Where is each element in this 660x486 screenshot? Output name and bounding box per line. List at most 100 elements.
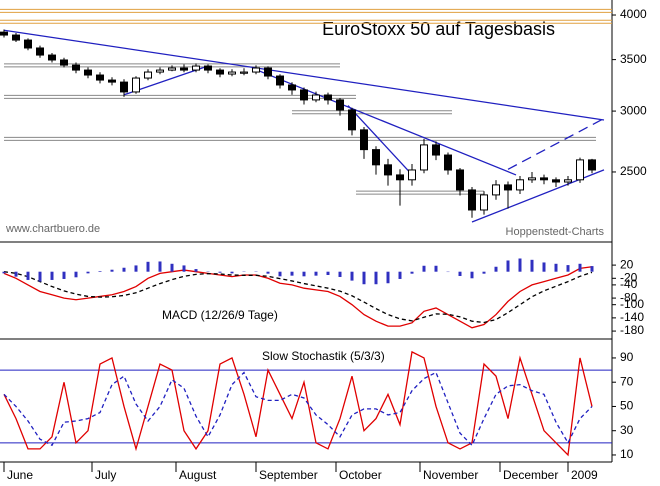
- histogram-bar: [38, 271, 42, 282]
- candle-body: [96, 74, 104, 81]
- candle-body: [588, 159, 596, 171]
- candle-body: [36, 47, 44, 56]
- histogram-bar: [314, 271, 318, 276]
- candle-body: [120, 81, 128, 93]
- trendline: [347, 105, 413, 176]
- watermark: www.chartbuero.de: [5, 223, 100, 235]
- candle-body: [144, 71, 152, 79]
- histogram-bar: [386, 271, 390, 284]
- histogram-bar: [590, 266, 594, 272]
- x-tick-label: November: [423, 468, 478, 482]
- x-tick-label: October: [339, 468, 382, 482]
- candle-body: [552, 179, 560, 183]
- line-signal: [3, 271, 593, 324]
- y-tick-label: 2500: [620, 164, 647, 178]
- histogram-bar: [218, 271, 222, 273]
- histogram-bar: [530, 259, 534, 272]
- candle-body: [456, 169, 464, 191]
- histogram-bar: [338, 271, 342, 277]
- y-tick-label: 20: [620, 257, 634, 271]
- y-tick-label: -80: [620, 290, 638, 304]
- x-tick-label: September: [259, 468, 318, 482]
- candle-body: [204, 65, 212, 71]
- histogram-bar: [290, 271, 294, 276]
- histogram-bar: [74, 271, 78, 278]
- candle-body: [504, 184, 512, 191]
- candle-body: [312, 94, 320, 101]
- histogram-bar: [422, 265, 426, 272]
- y-tick-label: 10: [620, 447, 634, 461]
- histogram-bar: [14, 271, 18, 277]
- histogram-bar: [350, 271, 354, 281]
- candle-body: [396, 174, 404, 181]
- candle-body: [180, 67, 188, 71]
- histogram-bar: [278, 271, 282, 277]
- x-tick-label: December: [503, 468, 558, 482]
- candle-body: [0, 31, 8, 36]
- candle-body: [492, 184, 500, 196]
- candle-body: [336, 99, 344, 111]
- x-tick-label: June: [7, 468, 33, 482]
- y-tick-label: 3000: [620, 103, 647, 117]
- histogram-bar: [86, 271, 90, 274]
- candle-body: [216, 69, 224, 75]
- y-tick-label: -140: [620, 310, 644, 324]
- candle-body: [540, 177, 548, 181]
- candle-body: [192, 65, 200, 71]
- y-tick-label: -100: [620, 297, 644, 311]
- histogram-bar: [518, 258, 522, 272]
- candle-body: [108, 79, 116, 83]
- histogram-bar: [2, 271, 6, 274]
- histogram-bar: [410, 271, 414, 274]
- candle-body: [12, 34, 20, 41]
- trendline: [507, 117, 605, 170]
- y-tick-label: -180: [620, 323, 644, 337]
- histogram-bar: [434, 265, 438, 272]
- candle-body: [156, 69, 164, 73]
- histogram-bar: [110, 269, 114, 272]
- candle-body: [288, 84, 296, 91]
- histogram-bar: [302, 271, 306, 277]
- candle-body: [468, 189, 476, 211]
- candle-body: [372, 149, 380, 166]
- line-d: [3, 371, 593, 447]
- histogram-bar: [578, 263, 582, 272]
- macd-title: MACD (12/26/9 Tage): [162, 308, 278, 322]
- histogram-bar: [326, 271, 330, 275]
- candle-body: [168, 67, 176, 71]
- histogram-bar: [506, 260, 510, 272]
- histogram-bar: [182, 265, 186, 272]
- histogram-bar: [134, 265, 138, 272]
- candle-body: [576, 159, 584, 181]
- candle-body: [384, 164, 392, 176]
- y-tick-label: -40: [620, 277, 638, 291]
- candle-body: [84, 69, 92, 76]
- y-tick-label: 3500: [620, 52, 647, 66]
- line-macd: [3, 266, 593, 329]
- histogram-bar: [62, 271, 66, 279]
- y-tick-label: -20: [620, 270, 638, 284]
- candle-body: [48, 54, 56, 61]
- y-tick-label: 4000: [620, 7, 647, 21]
- histogram-bar: [98, 271, 102, 272]
- candle-body: [432, 144, 440, 156]
- histogram-bar: [362, 271, 366, 285]
- x-tick-label: July: [95, 468, 116, 482]
- candle-body: [264, 67, 272, 77]
- candle-body: [24, 39, 32, 49]
- candle-body: [132, 77, 140, 93]
- y-tick-label: 70: [620, 374, 634, 388]
- histogram-bar: [494, 266, 498, 272]
- histogram-bar: [266, 271, 270, 274]
- histogram-bar: [122, 267, 126, 272]
- candle-body: [300, 89, 308, 101]
- histogram-bar: [542, 262, 546, 272]
- line-k: [3, 350, 593, 457]
- histogram-bar: [458, 271, 462, 276]
- candle-body: [360, 129, 368, 151]
- candle-body: [324, 94, 332, 101]
- histogram-bar: [158, 261, 162, 272]
- y-tick-label: 30: [620, 423, 634, 437]
- candle-body: [72, 64, 80, 71]
